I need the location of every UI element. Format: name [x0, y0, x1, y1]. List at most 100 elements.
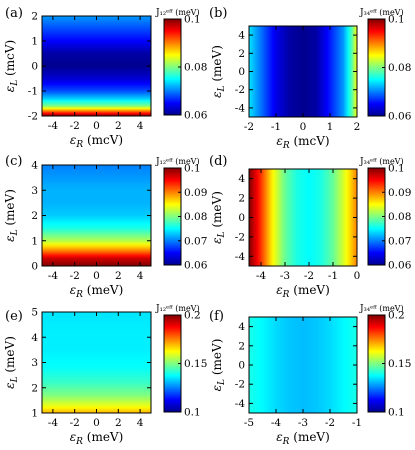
x-tick-label: 2: [115, 270, 122, 282]
y-axis-label: εL (mcV): [3, 40, 20, 92]
x-tick-label: 0: [93, 120, 100, 132]
y-tick-label: 4: [238, 321, 245, 333]
y-tick-label: -2: [235, 84, 245, 96]
x-tick-label: -1: [352, 417, 362, 429]
colorbar-tick-label: 0.08: [184, 211, 207, 223]
x-axis-label: εR (meV): [276, 430, 330, 447]
y-tick-label: 2: [238, 340, 245, 352]
y-tick-label: 4: [31, 332, 38, 344]
y-tick-label: -1: [28, 86, 38, 98]
panel-c: (c) -4 -2 0 2 4 0 1 2 3 4 εR (meV) εL (meV) 0.1 0.09 0.…: [3, 154, 208, 300]
y-tick-label: 3: [31, 357, 38, 369]
y-tick-label: 0: [31, 261, 38, 273]
heatmap-field: [42, 165, 151, 266]
panel-label: (e): [5, 309, 23, 324]
panel-label: (d): [209, 154, 227, 169]
colorbar-title: J₃₄ᵉᶠᶠ (meV): [359, 304, 404, 314]
panel-label: (b): [209, 6, 227, 21]
x-tick-label: 4: [137, 270, 144, 282]
colorbar-title: J₃₄ᵉᶠᶠ (meV): [359, 157, 404, 167]
colorbar-tick-label: 0.06: [184, 110, 208, 122]
y-tick-label: -4: [235, 251, 246, 263]
x-tick-label: 0: [93, 417, 100, 429]
x-tick-label: -1: [271, 121, 281, 133]
panel-label: (c): [5, 154, 22, 169]
colorbar-tick-label: 0.06: [388, 111, 412, 123]
heatmap-field: [249, 317, 357, 413]
colorbar-tick-label: 0.1: [184, 163, 201, 175]
x-tick-label: 2: [115, 417, 122, 429]
x-axis-label: εR (meV): [70, 283, 124, 300]
y-tick-label: 2: [238, 48, 245, 60]
x-tick-label: 0: [300, 121, 307, 133]
colorbar-title: J₁₂ᵉᶠᶠ (meV): [155, 8, 200, 18]
x-tick-label: -2: [325, 417, 335, 429]
colorbar-tick-label: 0.07: [388, 235, 411, 247]
colorbar-title: J₃₄ᵉᶠᶠ (meV): [359, 8, 404, 18]
heatmap-field: [249, 26, 357, 117]
y-tick-label: 0: [238, 212, 245, 224]
x-tick-label: 4: [137, 417, 144, 429]
y-tick-label: -2: [28, 111, 38, 123]
y-tick-label: 5: [31, 307, 38, 319]
colorbar-tick-label: 0.15: [388, 358, 411, 370]
x-tick-label: 2: [354, 121, 361, 133]
panel-label: (a): [5, 6, 23, 21]
x-tick-label: -4: [48, 120, 59, 132]
y-tick-label: 1: [31, 408, 38, 420]
y-tick-label: 2: [31, 11, 38, 23]
colorbar-tick-label: 0.2: [388, 310, 405, 322]
x-tick-label: -2: [70, 270, 80, 282]
colorbar-tick-label: 0.15: [184, 358, 207, 370]
panel-e: (e) -4 -2 0 2 4 1 2 3 4 5 εR (meV) εL (meV) 0.2 0.15 0.…: [3, 304, 207, 447]
colorbar-tick-label: 0.08: [388, 62, 411, 74]
y-tick-label: 1: [31, 235, 38, 247]
panel-d: (d) -4 -3 -2 -1 0 -4 -2 0 2 4 εR (meV) εL (meV) 0.1 0.…: [209, 154, 412, 300]
x-tick-label: -5: [244, 417, 254, 429]
y-tick-label: -2: [235, 379, 245, 391]
y-tick-label: -4: [235, 398, 246, 410]
x-tick-label: 0: [93, 270, 100, 282]
colorbar-tick-label: 0.1: [388, 407, 405, 419]
y-axis-label: εL (meV): [210, 45, 227, 98]
x-tick-label: -4: [48, 417, 59, 429]
colorbar-tick-label: 0.09: [184, 187, 207, 199]
y-axis-label: εL (meV): [210, 191, 227, 244]
y-tick-label: 0: [31, 61, 38, 73]
y-tick-label: 1: [31, 36, 38, 48]
x-tick-label: -2: [70, 417, 80, 429]
x-tick-label: 1: [327, 121, 334, 133]
colorbar-tick-label: 0.1: [388, 14, 405, 26]
colorbar-title: J₁₂ᵉᶠᶠ (meV): [155, 157, 200, 167]
colorbar-tick-label: 0.1: [184, 407, 201, 419]
x-tick-label: -3: [298, 417, 308, 429]
colorbar-tick-label: 0.09: [388, 187, 411, 199]
panel-b: (b) -2 -1 0 1 2 -4 -2 0 2 4 εR (mcV) εL (meV) 0.1 0.08…: [209, 6, 412, 151]
heatmap-field: [42, 16, 151, 116]
x-tick-label: 4: [137, 120, 144, 132]
y-axis-label: εL (meV): [3, 336, 20, 389]
colorbar-tick-label: 0.08: [388, 211, 411, 223]
colorbar-tick-label: 0.07: [184, 235, 207, 247]
colorbar-tick-label: 0.06: [388, 260, 412, 272]
colorbar-tick-label: 0.08: [184, 62, 207, 74]
y-tick-label: 4: [238, 30, 245, 42]
heatmap-field: [249, 169, 357, 266]
x-tick-label: -1: [328, 270, 338, 282]
y-axis-label: εL (meV): [3, 189, 20, 242]
y-tick-label: 3: [31, 185, 38, 197]
y-tick-label: -2: [235, 231, 245, 243]
x-tick-label: -4: [256, 270, 267, 282]
x-tick-label: -4: [48, 270, 59, 282]
y-tick-label: 2: [238, 193, 245, 205]
x-tick-label: -4: [271, 417, 282, 429]
y-tick-label: 4: [31, 160, 38, 172]
colorbar-tick-label: 0.1: [388, 163, 405, 175]
x-tick-label: -2: [304, 270, 314, 282]
y-tick-label: 0: [238, 360, 245, 372]
heatmap-field: [42, 312, 151, 413]
x-tick-label: -2: [244, 121, 254, 133]
x-tick-label: -2: [70, 120, 80, 132]
